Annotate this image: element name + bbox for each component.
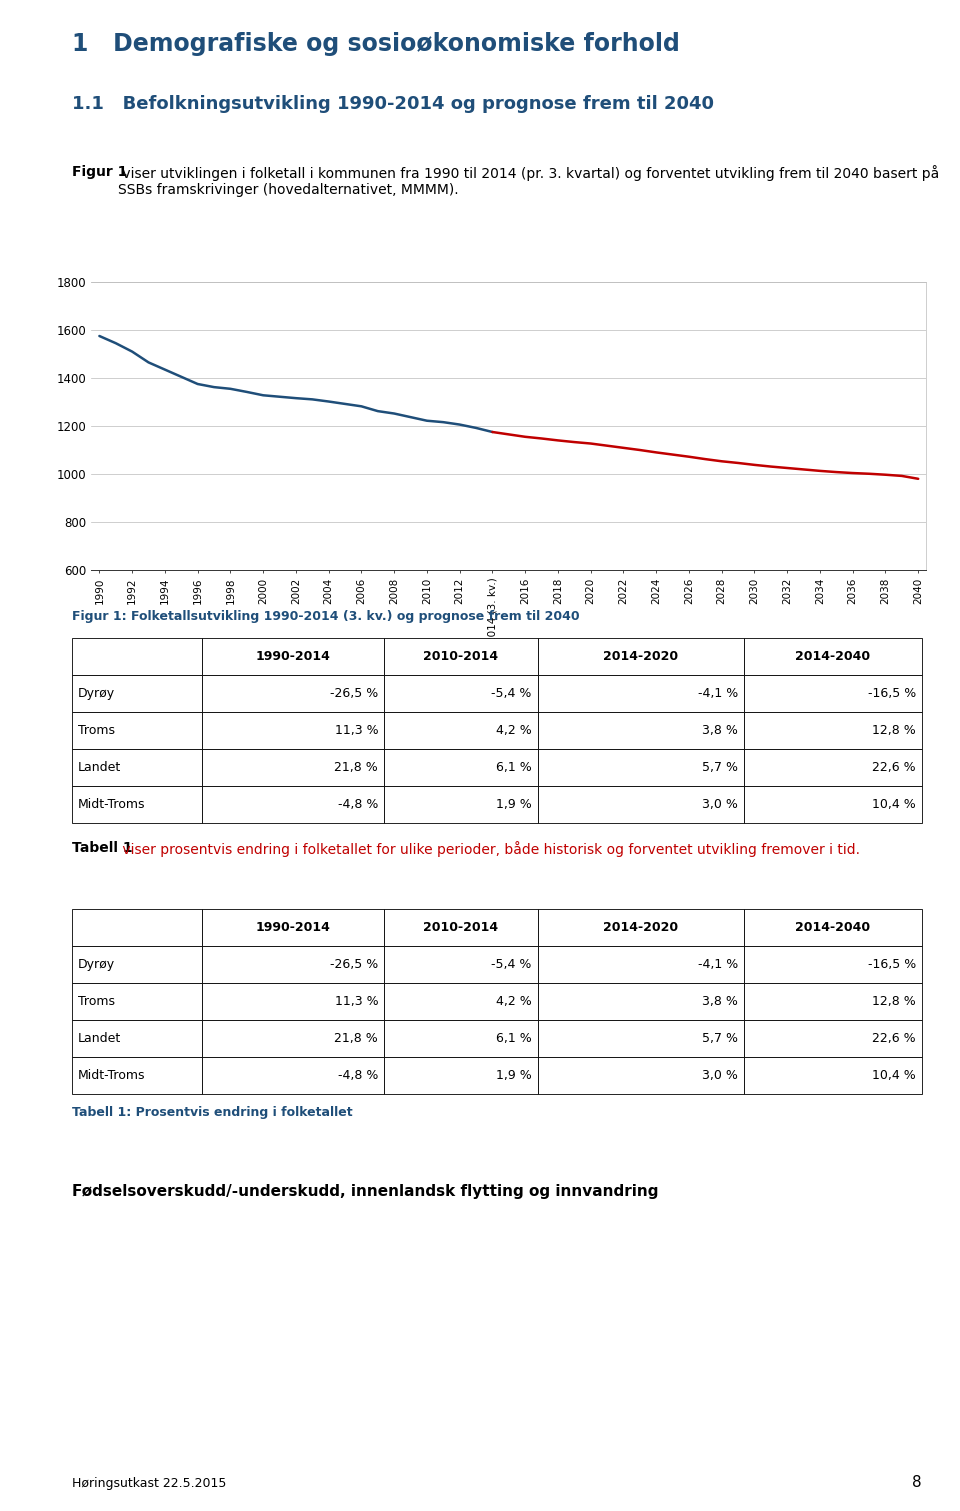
Text: 2014-2040: 2014-2040 <box>795 650 871 663</box>
Text: 2014-2020: 2014-2020 <box>603 650 679 663</box>
Text: Tabell 1: Tabell 1 <box>72 842 132 855</box>
Text: -4,8 %: -4,8 % <box>338 1070 378 1082</box>
Text: Dyrøy: Dyrøy <box>78 958 115 972</box>
Legend: Historisk utvikling, Prognose iht. SSBs framskrivninger: Historisk utvikling, Prognose iht. SSBs … <box>190 691 627 713</box>
Text: -4,1 %: -4,1 % <box>698 958 738 972</box>
Text: 1   Demografiske og sosioøkonomiske forhold: 1 Demografiske og sosioøkonomiske forhol… <box>72 32 680 56</box>
Text: viser prosentvis endring i folketallet for ulike perioder, både historisk og for: viser prosentvis endring i folketallet f… <box>118 842 860 857</box>
Text: 1990-2014: 1990-2014 <box>255 650 330 663</box>
Text: -16,5 %: -16,5 % <box>868 958 916 972</box>
Text: Troms: Troms <box>78 724 115 737</box>
Text: 5,7 %: 5,7 % <box>703 1032 738 1046</box>
Text: Landet: Landet <box>78 762 121 774</box>
Text: 3,0 %: 3,0 % <box>703 1070 738 1082</box>
Text: 4,2 %: 4,2 % <box>496 724 532 737</box>
Text: Figur 1: Figur 1 <box>72 165 128 178</box>
Text: 6,1 %: 6,1 % <box>496 1032 532 1046</box>
Text: Fødselsoverskudd/-underskudd, innenlandsk flytting og innvandring: Fødselsoverskudd/-underskudd, innenlands… <box>72 1185 659 1200</box>
Text: Midt-Troms: Midt-Troms <box>78 1070 145 1082</box>
Text: 2014-2040: 2014-2040 <box>795 922 871 934</box>
Text: 8: 8 <box>912 1475 922 1490</box>
Text: 21,8 %: 21,8 % <box>334 762 378 774</box>
Text: 3,8 %: 3,8 % <box>703 996 738 1008</box>
Text: 2010-2014: 2010-2014 <box>423 922 498 934</box>
Text: Høringsutkast 22.5.2015: Høringsutkast 22.5.2015 <box>72 1476 227 1490</box>
Text: Figur 1: Folketallsutvikling 1990-2014 (3. kv.) og prognose frem til 2040: Figur 1: Folketallsutvikling 1990-2014 (… <box>72 610 580 623</box>
Text: 3,0 %: 3,0 % <box>703 798 738 811</box>
Text: 1990-2014: 1990-2014 <box>255 922 330 934</box>
Text: Midt-Troms: Midt-Troms <box>78 798 145 811</box>
Text: -26,5 %: -26,5 % <box>330 688 378 700</box>
Text: 10,4 %: 10,4 % <box>872 1070 916 1082</box>
Text: 3,8 %: 3,8 % <box>703 724 738 737</box>
Text: 22,6 %: 22,6 % <box>873 762 916 774</box>
Text: 11,3 %: 11,3 % <box>335 996 378 1008</box>
Text: 10,4 %: 10,4 % <box>872 798 916 811</box>
Text: 12,8 %: 12,8 % <box>872 724 916 737</box>
Text: 11,3 %: 11,3 % <box>335 724 378 737</box>
Text: -16,5 %: -16,5 % <box>868 688 916 700</box>
Text: -5,4 %: -5,4 % <box>492 688 532 700</box>
Text: viser utviklingen i folketall i kommunen fra 1990 til 2014 (pr. 3. kvartal) og f: viser utviklingen i folketall i kommunen… <box>118 165 939 196</box>
Text: -4,1 %: -4,1 % <box>698 688 738 700</box>
Text: Landet: Landet <box>78 1032 121 1046</box>
Text: -5,4 %: -5,4 % <box>492 958 532 972</box>
Text: -26,5 %: -26,5 % <box>330 958 378 972</box>
Text: 2014-2020: 2014-2020 <box>603 922 679 934</box>
Text: Dyrøy: Dyrøy <box>78 688 115 700</box>
Text: 12,8 %: 12,8 % <box>872 996 916 1008</box>
Text: 1,9 %: 1,9 % <box>496 798 532 811</box>
Text: 5,7 %: 5,7 % <box>703 762 738 774</box>
Text: 21,8 %: 21,8 % <box>334 1032 378 1046</box>
Text: 22,6 %: 22,6 % <box>873 1032 916 1046</box>
Text: Tabell 1: Prosentvis endring i folketallet: Tabell 1: Prosentvis endring i folketall… <box>72 1106 352 1120</box>
Text: -4,8 %: -4,8 % <box>338 798 378 811</box>
Text: 2010-2014: 2010-2014 <box>423 650 498 663</box>
Text: 4,2 %: 4,2 % <box>496 996 532 1008</box>
Text: Troms: Troms <box>78 996 115 1008</box>
Text: 6,1 %: 6,1 % <box>496 762 532 774</box>
Text: 1.1   Befolkningsutvikling 1990-2014 og prognose frem til 2040: 1.1 Befolkningsutvikling 1990-2014 og pr… <box>72 95 714 113</box>
Text: 1,9 %: 1,9 % <box>496 1070 532 1082</box>
